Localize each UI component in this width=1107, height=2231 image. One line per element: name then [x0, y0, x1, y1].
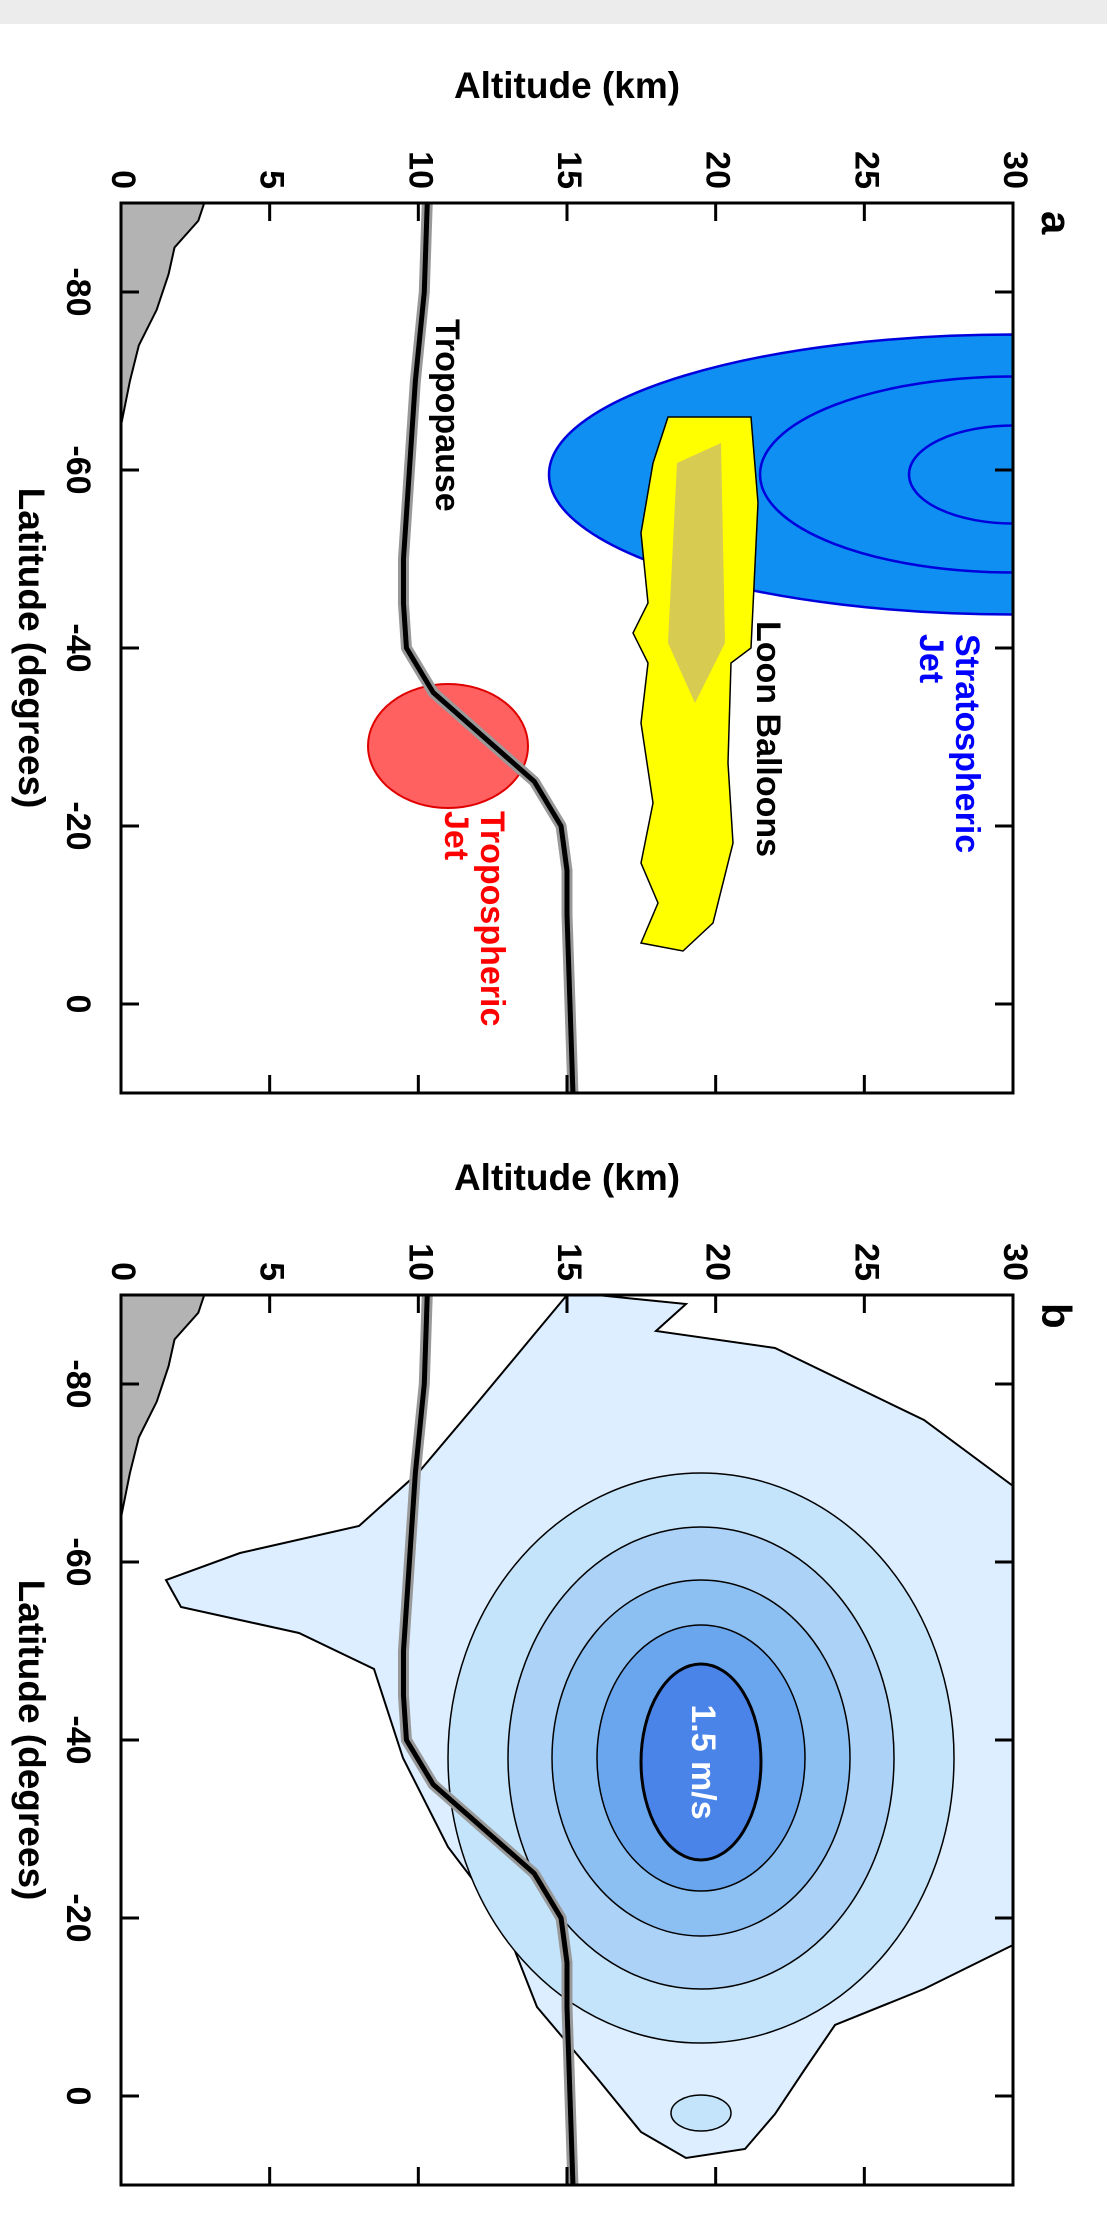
x-tick-label: -80 [59, 267, 97, 316]
balloon-density [668, 443, 725, 703]
annotation: Loon Balloons [749, 621, 787, 857]
series-label: Tropopause [428, 319, 466, 512]
line [400, 1294, 576, 2186]
annotation-line: 1.5 m/s [684, 1704, 722, 1819]
x-tick-label: -40 [59, 623, 97, 672]
x-tick-label: -20 [59, 801, 97, 850]
annotation-line: Jet [912, 634, 950, 683]
stratospheric-jet [547, 333, 1015, 616]
x-tick-label: -40 [59, 1715, 97, 1764]
y-tick-label: 0 [104, 1262, 142, 1281]
x-tick-label: 0 [59, 2087, 97, 2106]
annotation: TroposphericJet [437, 811, 511, 1026]
y-tick-label: 25 [847, 151, 885, 189]
y-axis-title: Altitude (km) [454, 65, 680, 106]
line [400, 202, 576, 1094]
y-tick-label: 30 [996, 1243, 1034, 1281]
y-tick-label: 5 [253, 1262, 291, 1281]
annotation: 1.5 m/s [684, 1704, 722, 1819]
y-tick-label: 30 [996, 151, 1034, 189]
y-tick-label: 15 [550, 151, 588, 189]
jet-contour [907, 424, 1014, 525]
x-tick-label: 0 [59, 995, 97, 1014]
tropospheric-jet [367, 683, 529, 809]
x-axis-title: Latitude (degrees) [11, 488, 52, 809]
y-axis-title: Altitude (km) [454, 1157, 680, 1198]
y-tick-label: 5 [253, 170, 291, 189]
x-tick-label: -20 [59, 1893, 97, 1942]
y-tick-label: 15 [550, 1243, 588, 1281]
panel-a: StratosphericJet Loon Balloons Troposphe… [11, 65, 1080, 1095]
y-tick-label: 10 [401, 1243, 439, 1281]
jet-contour [758, 375, 1014, 574]
annotation-line: Stratospheric [948, 634, 986, 853]
y-tick-label: 20 [699, 151, 737, 189]
x-tick-label: -60 [59, 1537, 97, 1586]
y-tick-label: 25 [847, 1243, 885, 1281]
y-tick-label: 0 [104, 170, 142, 189]
annotation-line: Jet [437, 811, 475, 860]
annotation: StratosphericJet [912, 634, 986, 853]
panel-title: b [1033, 1303, 1080, 1329]
x-axis-title: Latitude (degrees) [11, 1580, 52, 1901]
panel-title: a [1033, 211, 1080, 235]
x-tick-label: -80 [59, 1359, 97, 1408]
terrain-area [120, 1294, 206, 1518]
annotation-line: Loon Balloons [749, 621, 787, 857]
terrain-area [120, 202, 206, 426]
x-tick-label: -60 [59, 445, 97, 494]
annotation-line: Tropospheric [473, 811, 511, 1026]
top-strip [0, 0, 1107, 24]
y-tick-label: 10 [401, 151, 439, 189]
contour-core [639, 1662, 763, 1862]
y-tick-label: 20 [699, 1243, 737, 1281]
panel-b: 1.5 m/s 0 5 10 15 20 25 30 -80 -60 -40 -20 0 Latitud… [11, 1157, 1080, 2187]
contour-region [670, 2094, 732, 2132]
